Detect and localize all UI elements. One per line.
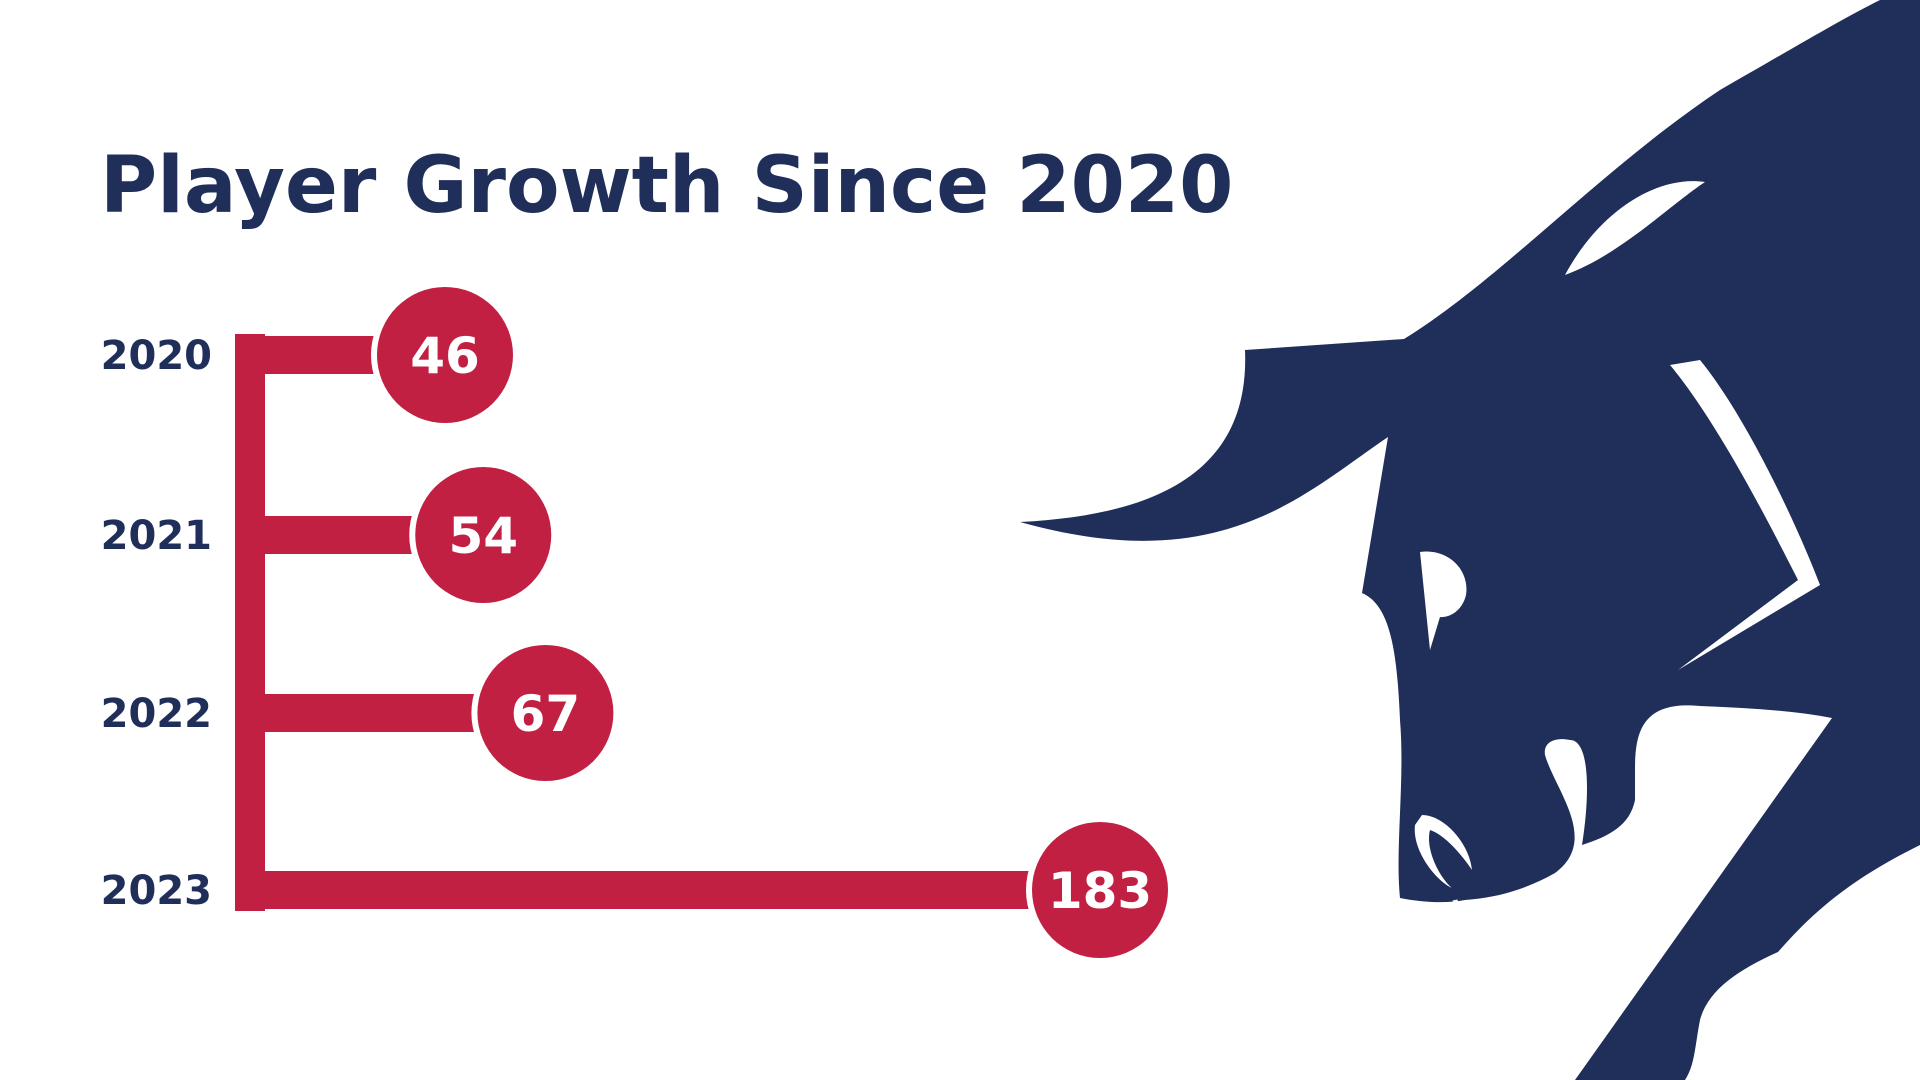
chart-marks: 46 2020 54 2021 67 2022 183 2023 xyxy=(101,281,1174,964)
bar-2023 xyxy=(235,871,1038,909)
bar-2020 xyxy=(235,336,383,374)
bracket-trunk xyxy=(235,334,265,911)
bull-head-icon xyxy=(1020,0,1920,1080)
bar-2022 xyxy=(235,694,484,732)
value-bubble-2023 xyxy=(1032,822,1168,958)
year-label-2023: 2023 xyxy=(101,868,212,914)
value-label-2021: 54 xyxy=(448,507,518,565)
value-bubble-2020 xyxy=(377,287,513,423)
value-label-2023: 183 xyxy=(1048,862,1152,920)
value-label-2020: 46 xyxy=(410,327,480,385)
bar-2021 xyxy=(235,516,422,554)
year-label-2022: 2022 xyxy=(101,691,212,737)
value-label-2022: 67 xyxy=(511,685,581,743)
year-label-2021: 2021 xyxy=(101,513,212,559)
chart-title: Player Growth Since 2020 xyxy=(100,141,1233,231)
year-label-2020: 2020 xyxy=(101,333,212,379)
value-bubble-2021 xyxy=(415,467,552,603)
value-bubble-2022 xyxy=(477,645,614,781)
